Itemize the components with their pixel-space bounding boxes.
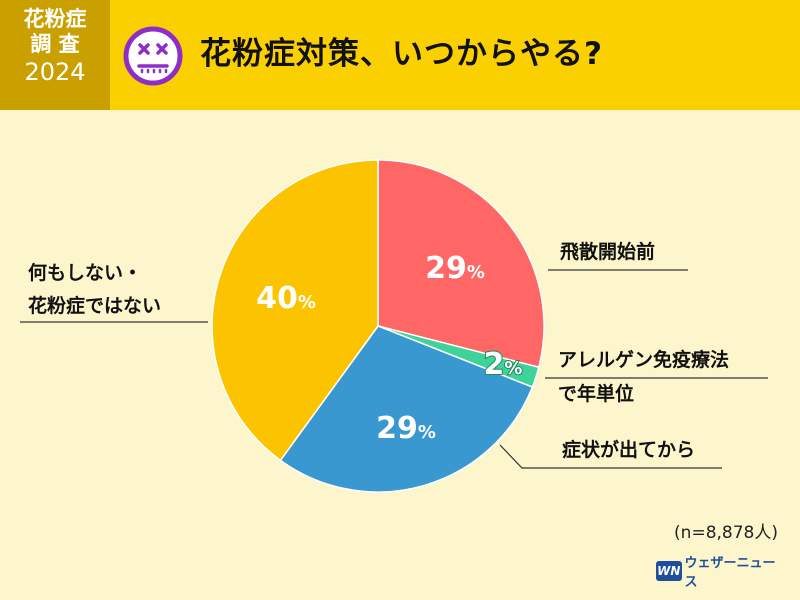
slice-category-label: アレルゲン免疫療法: [558, 348, 729, 371]
slice-category-label: 飛散開始前: [560, 240, 655, 263]
badge-line-1: 花粉症: [23, 7, 87, 31]
dizzy-face-icon: [123, 26, 183, 86]
slice-percent-label: 29%: [376, 411, 436, 446]
callout-line: [499, 444, 722, 469]
logo-text: ウェザーニュース: [684, 556, 776, 590]
slice-percent-label: 40%: [256, 281, 316, 316]
logo-mark: WN: [656, 561, 682, 581]
header-bar: 花粉症 調 査 2024 花粉症対策、いつからやる?: [0, 0, 800, 110]
slice-percent-label: 29%: [425, 251, 485, 286]
sample-size-note: (n=8,878人): [674, 523, 778, 543]
page-title: 花粉症対策、いつからやる?: [200, 36, 603, 72]
badge-year: 2024: [24, 58, 86, 86]
slice-category-label: で年単位: [558, 382, 634, 405]
slice-category-label: 症状が出てから: [562, 438, 695, 461]
survey-badge: 花粉症 調 査 2024: [0, 0, 110, 110]
slice-percent-label: 2%: [484, 347, 523, 382]
pie-slice-1: [377, 159, 545, 369]
weathernews-logo: WN ウェザーニュース: [656, 556, 786, 590]
pie-slice-3: [279, 325, 534, 493]
slice-category-label: 何もしない・: [28, 261, 142, 284]
slice-category-label: 花粉症ではない: [28, 294, 161, 317]
pie-slice-4: [211, 159, 379, 462]
badge-line-2: 調 査: [30, 32, 80, 56]
